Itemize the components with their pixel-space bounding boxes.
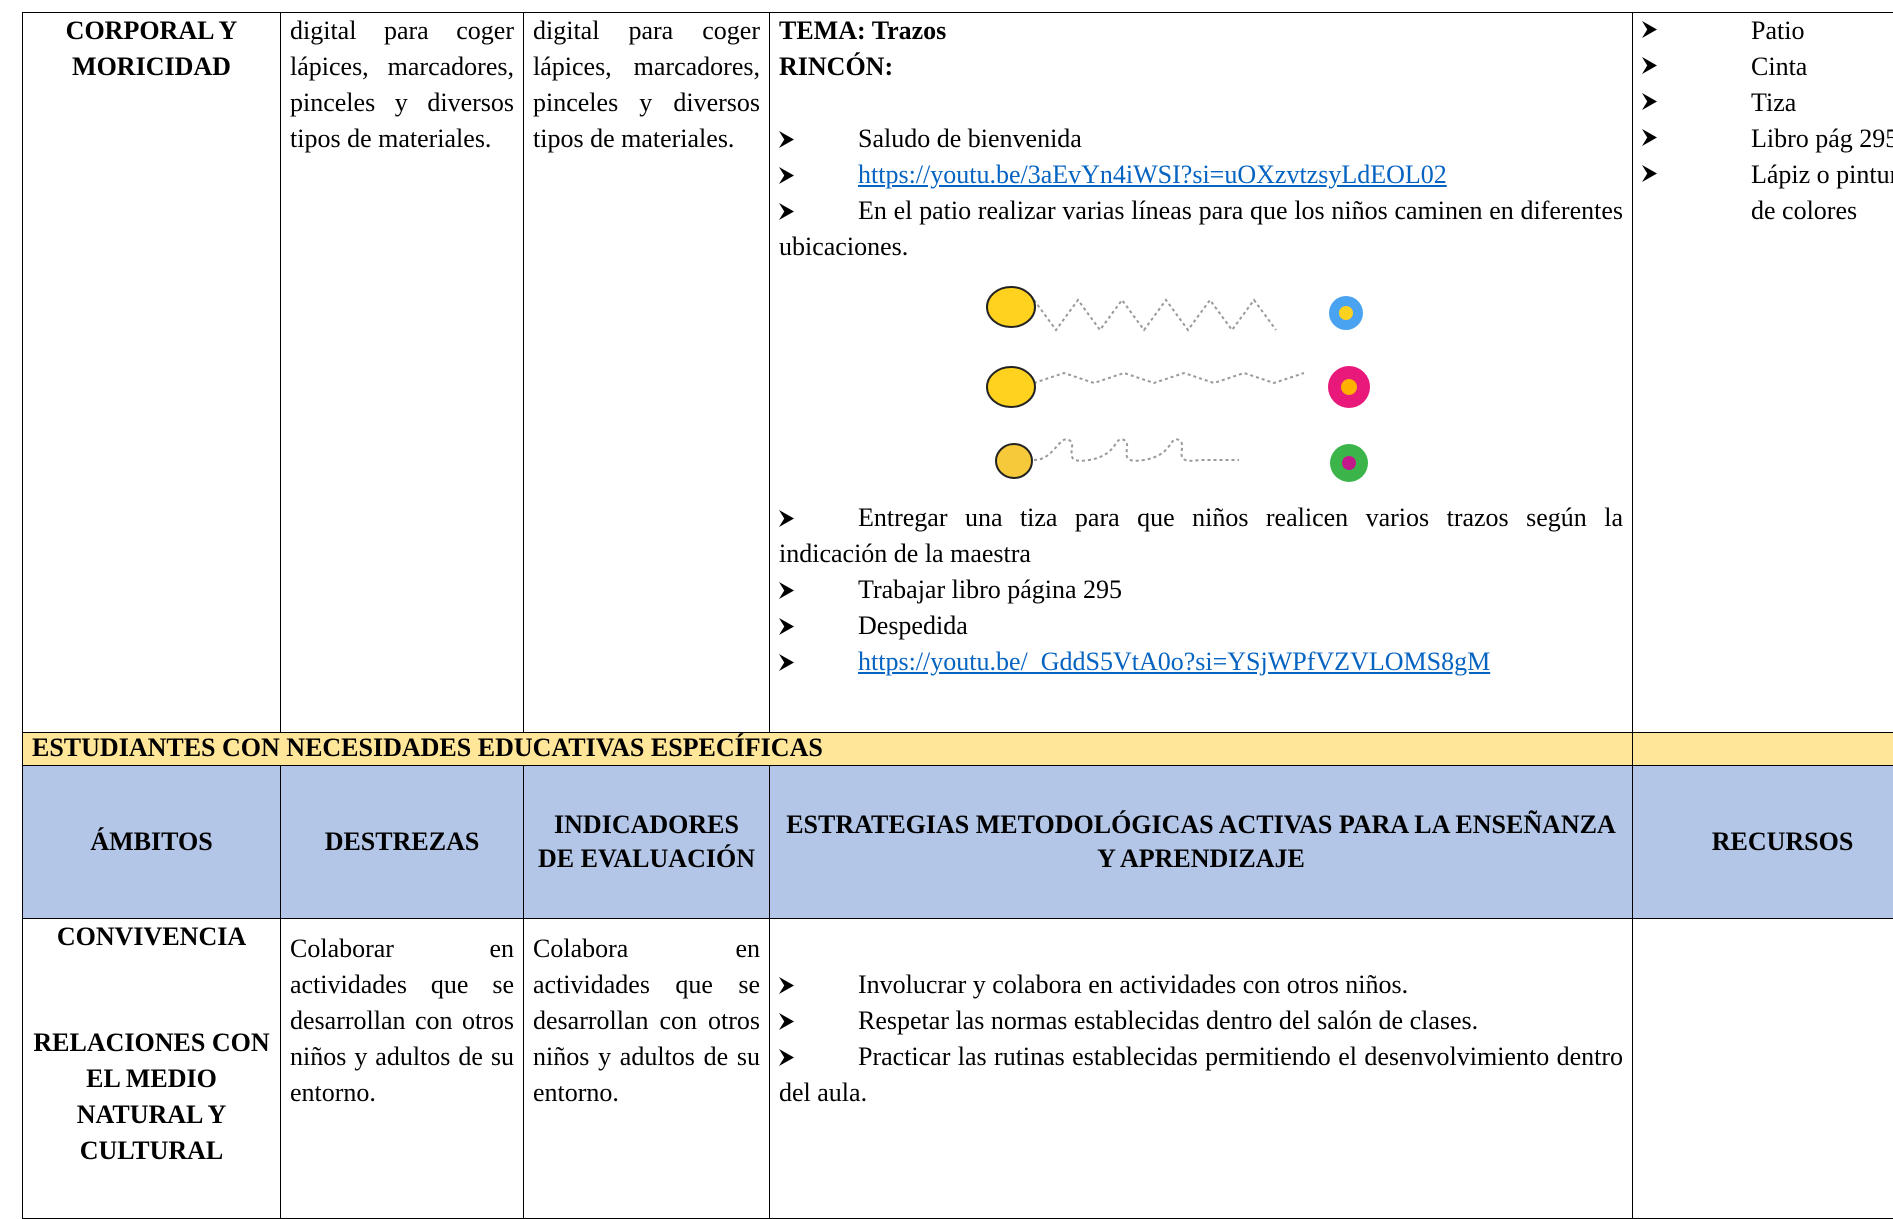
item: Trabajar libro página 295 xyxy=(779,572,1623,608)
item: Respetar las normas establecidas dentro … xyxy=(779,1003,1623,1039)
bullet xyxy=(1642,21,1657,38)
ambito: CORPORAL Y MORICIDAD xyxy=(23,13,281,733)
rincon: RINCÓN: xyxy=(779,49,1623,85)
item: https://youtu.be/3aEvYn4iWSI?si=uOXzvtzs… xyxy=(779,157,1623,193)
recurso-text: Tiza xyxy=(1751,85,1796,121)
bullet xyxy=(779,1013,794,1030)
item: Practicar las rutinas establecidas permi… xyxy=(779,1039,1623,1111)
header-cell: ÁMBITOS xyxy=(23,766,281,919)
item: https://youtu.be/_GddS5VtA0o?si=YSjWPfVZ… xyxy=(779,644,1623,680)
link[interactable]: https://youtu.be/_GddS5VtA0o?si=YSjWPfVZ… xyxy=(858,647,1490,676)
item-text: Trabajar libro página 295 xyxy=(858,575,1122,604)
item-text: En el patio realizar varias líneas para … xyxy=(779,196,1623,261)
item: En el patio realizar varias líneas para … xyxy=(779,193,1623,265)
recurso-text: Libro pág 295 xyxy=(1751,121,1893,157)
item-text: Despedida xyxy=(858,611,968,640)
destreza: Colaborar en actividades que se desarrol… xyxy=(281,919,524,1219)
section-title: ESTUDIANTES CON NECESIDADES EDUCATIVAS E… xyxy=(23,733,1633,766)
bullet xyxy=(1642,129,1657,146)
indicador: digital para coger lápices, marcadores, … xyxy=(524,13,770,733)
recursos xyxy=(1633,919,1893,1219)
item-text: Involucrar y colabora en actividades con… xyxy=(858,970,1408,999)
recurso: Patio xyxy=(1642,13,1893,49)
recurso: Lápiz o pinturas de colores xyxy=(1642,157,1893,229)
item-text: Entregar una tiza para que niños realice… xyxy=(779,503,1623,568)
bullet xyxy=(1642,57,1657,74)
recurso-text: Cinta xyxy=(1751,49,1807,85)
header-cell: ESTRATEGIAS METODOLÓGICAS ACTIVAS PARA L… xyxy=(770,766,1633,919)
destreza: digital para coger lápices, marcadores, … xyxy=(281,13,524,733)
recurso: Cinta xyxy=(1642,49,1893,85)
section-empty xyxy=(1633,733,1893,766)
item-text: Practicar las rutinas establecidas permi… xyxy=(779,1042,1623,1107)
row: CONVIVENCIA RELACIONES CON EL MEDIO NATU… xyxy=(23,919,1893,1219)
section-row: ESTUDIANTES CON NECESIDADES EDUCATIVAS E… xyxy=(23,733,1893,766)
actividades: TEMA: Trazos RINCÓN: Saludo de bienvenid… xyxy=(770,13,1633,733)
item: Despedida xyxy=(779,608,1623,644)
actividades: Involucrar y colabora en actividades con… xyxy=(770,919,1633,1219)
bullet xyxy=(779,1049,794,1066)
recurso: Tiza xyxy=(1642,85,1893,121)
item-text: Saludo de bienvenida xyxy=(858,124,1082,153)
recurso-text: Patio xyxy=(1751,13,1804,49)
header-cell: INDICADORES DE EVALUACIÓN xyxy=(524,766,770,919)
ambitos: CONVIVENCIA RELACIONES CON EL MEDIO NATU… xyxy=(23,919,281,1219)
indicador: Colabora en actividades que se desarroll… xyxy=(524,919,770,1219)
trace-illustration xyxy=(779,265,1624,490)
item: Saludo de bienvenida xyxy=(779,121,1623,157)
ambito: CONVIVENCIA xyxy=(32,919,271,955)
recurso: Libro pág 295 xyxy=(1642,121,1893,157)
tema: TEMA: Trazos xyxy=(779,13,1623,49)
bullet xyxy=(779,977,794,994)
recurso-text: Lápiz o pinturas de colores xyxy=(1751,157,1893,229)
ambito: RELACIONES CON EL MEDIO NATURAL Y CULTUR… xyxy=(32,1025,271,1169)
flowers xyxy=(1328,296,1370,482)
bullet xyxy=(1642,165,1657,182)
header-cell: RECURSOS xyxy=(1633,766,1893,919)
link[interactable]: https://youtu.be/3aEvYn4iWSI?si=uOXzvtzs… xyxy=(858,160,1447,189)
item: Entregar una tiza para que niños realice… xyxy=(779,500,1623,572)
row: CORPORAL Y MORICIDAD digital para coger … xyxy=(23,13,1893,733)
planning-table: CORPORAL Y MORICIDAD digital para coger … xyxy=(22,12,1893,1219)
item: Involucrar y colabora en actividades con… xyxy=(779,967,1623,1003)
header-cell: DESTREZAS xyxy=(281,766,524,919)
item-text: Respetar las normas establecidas dentro … xyxy=(858,1006,1478,1035)
bullet xyxy=(1642,93,1657,110)
